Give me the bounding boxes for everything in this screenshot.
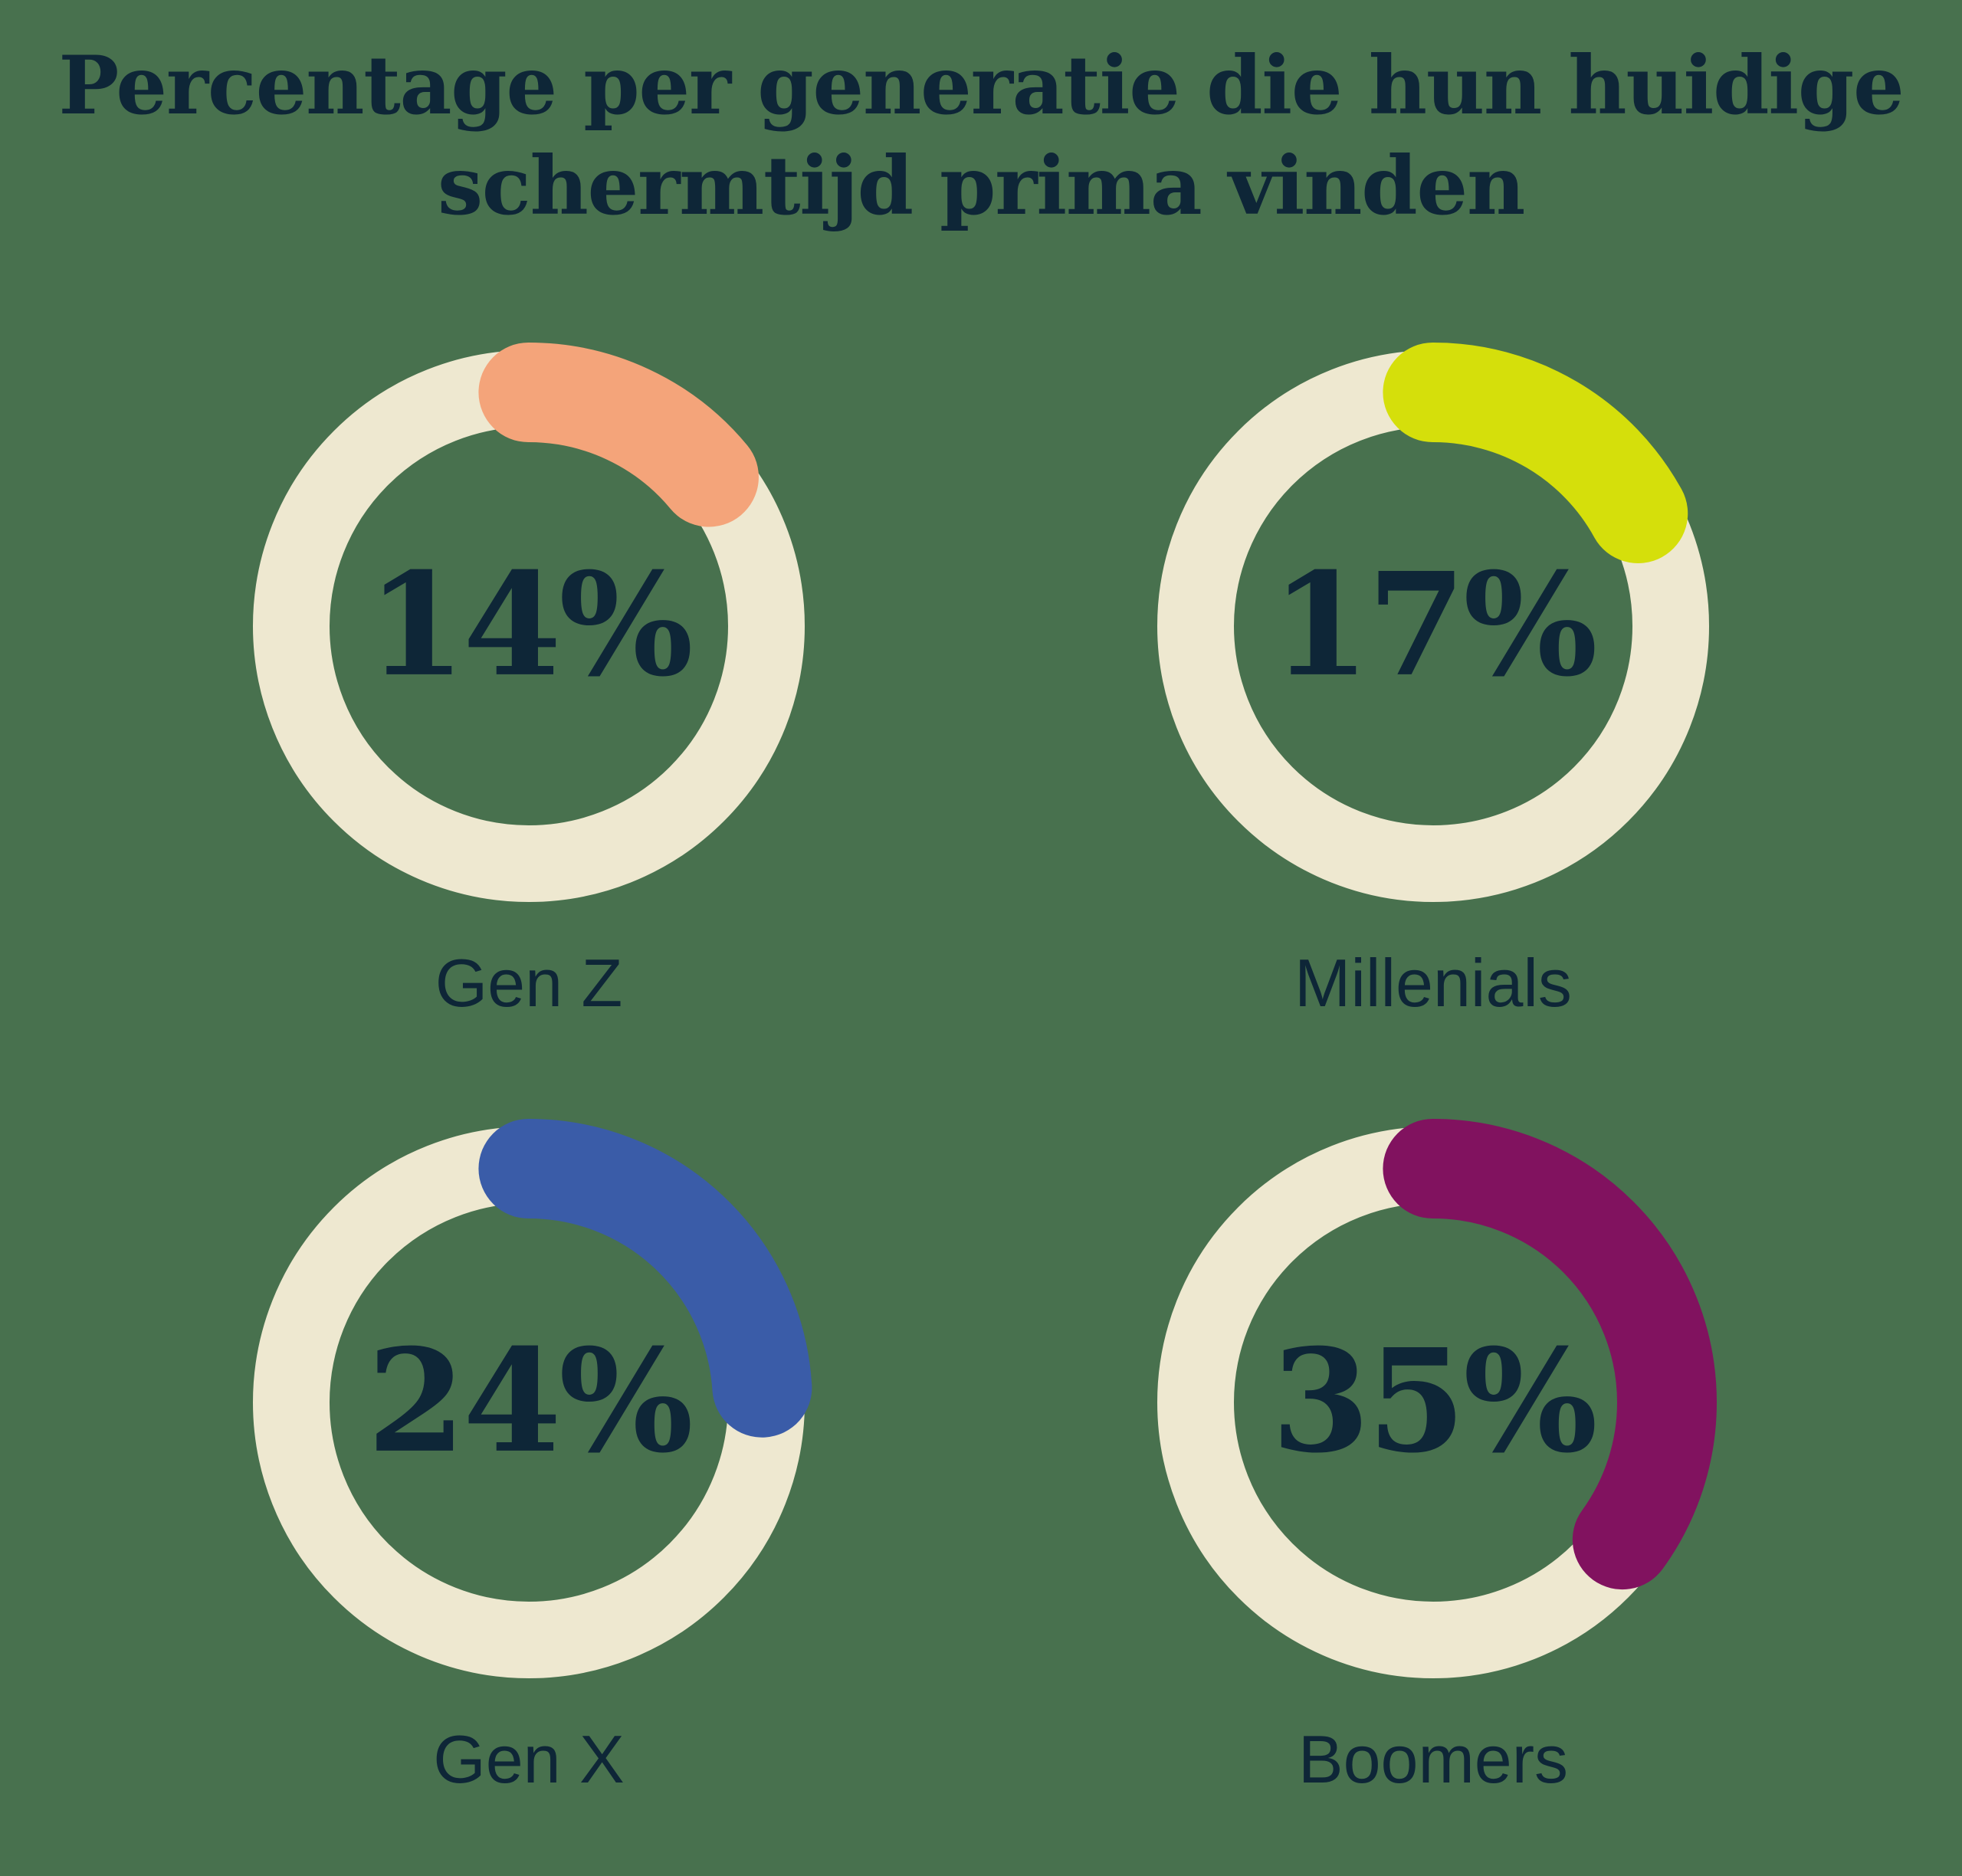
donut-label: Boomers	[1298, 1720, 1569, 1797]
donut-cell-gen-x: 24% Gen X	[245, 1118, 812, 1797]
donut-label: Gen X	[433, 1720, 625, 1797]
donut-chart-gen-z: 14%	[245, 342, 812, 910]
donut-label: Gen Z	[435, 944, 623, 1021]
donut-arc-segment	[245, 342, 812, 910]
percent-value: 24%	[367, 1317, 691, 1484]
percent-value: 14%	[367, 540, 691, 707]
donut-arc-segment	[1150, 1118, 1717, 1686]
percent-value: 17%	[1271, 540, 1595, 707]
donut-chart-boomers: 35%	[1150, 1118, 1717, 1686]
donut-chart-gen-x: 24%	[245, 1118, 812, 1686]
donut-arc-segment	[245, 1118, 812, 1686]
donut-cell-millenials: 17% Millenials	[1150, 342, 1717, 1021]
donut-chart-millenials: 17%	[1150, 342, 1717, 910]
donut-grid: 14% Gen Z 17% Millenials 24% Gen X 35% B…	[0, 342, 1962, 1797]
percent-value: 35%	[1271, 1317, 1595, 1484]
chart-title: Percentage per generatie die hun huidige…	[0, 35, 1962, 237]
donut-arc-segment	[1150, 342, 1717, 910]
donut-cell-gen-z: 14% Gen Z	[245, 342, 812, 1021]
chart-title-line2: schermtijd prima vinden	[437, 138, 1525, 234]
donut-label: Millenials	[1294, 944, 1572, 1021]
chart-title-line1: Percentage per generatie die hun huidige	[58, 38, 1904, 133]
donut-cell-boomers: 35% Boomers	[1150, 1118, 1717, 1797]
